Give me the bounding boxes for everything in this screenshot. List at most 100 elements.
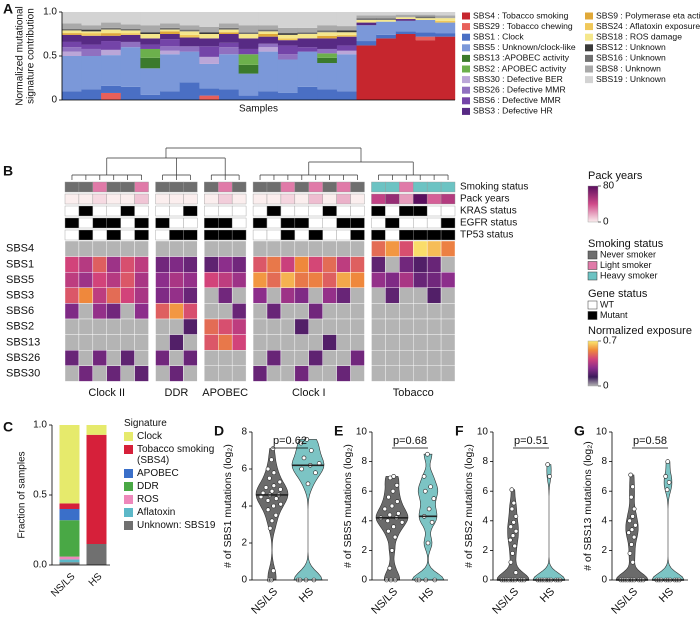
annotation-cell [385,229,400,241]
legend-swatch [462,86,470,94]
annotation-cell [183,181,198,193]
annotation-cell [120,217,135,229]
heatmap-cell [385,272,400,289]
data-point [271,503,276,509]
bar-segment [179,51,200,83]
annotation-cell [231,229,247,241]
annotation-cell [92,229,107,241]
heatmap-cell [134,256,149,273]
heatmap-cell [183,303,198,320]
bar-segment [317,25,338,31]
y-tick-label: 4 [601,515,607,526]
data-point [631,534,637,540]
bar-segment [376,15,397,19]
annotation-cell [413,193,428,205]
heatmap-cell [322,240,337,257]
heatmap-cell [280,272,296,289]
bar-segment [219,29,240,33]
x-tick-label: NS/LS [49,571,77,599]
heatmap-cell [204,287,219,304]
annotation-cell [280,217,296,229]
heatmap-cell [92,287,107,304]
legend-label: Unknown: SBS19 [137,520,216,531]
annotation-cell [252,193,268,205]
annotation-cell [350,193,365,205]
heatmap-cell [308,256,323,273]
bar-segment [297,47,318,52]
bar-segment [219,27,240,30]
heatmap-cell [106,256,121,273]
bar-segment [120,28,141,31]
bar-segment [317,30,338,33]
x-tick-label: NS/LS [249,586,280,617]
y-tick-label: 10 [356,427,368,438]
data-point [665,459,671,464]
annotation-cell [413,229,428,241]
heatmap-cell [183,256,198,273]
row-label: SBS6 [6,305,34,317]
violin [651,461,685,581]
bar-segment [160,27,181,30]
heatmap-cell [336,256,351,273]
heatmap-cell [322,272,337,289]
data-point [265,466,271,472]
annotation-cell [218,205,233,217]
data-point [387,565,393,571]
heatmap-cell [350,303,365,320]
annotation-label: KRAS status [460,206,517,217]
y-tick-label: 4 [241,501,247,512]
heatmap-cell [218,350,233,367]
group-label: DDR [165,387,189,399]
bar-segment [101,55,122,86]
heatmap-cell [322,365,337,382]
data-point [386,494,391,500]
annotation-cell [106,217,121,229]
legend-swatch [124,482,133,491]
data-point [431,496,437,501]
bar-segment [81,12,102,26]
bar-segment [120,34,141,42]
legend-title: Pack years [588,170,643,182]
annotation-cell [280,205,296,217]
legend-swatch [585,33,593,41]
heatmap-cell [426,240,442,257]
x-tick-label: HS [87,571,105,589]
heatmap-cell [64,256,80,273]
bar-segment [101,92,122,100]
bar-segment [199,63,220,89]
heatmap-cell [64,287,80,304]
legend-label: SBS4 : Tobacco smoking [473,10,569,20]
y-tick-label: 6 [601,486,607,497]
bar-segment [140,25,161,33]
y-axis-label: # of SBS13 mutations (log₂) [582,441,594,571]
bar-segment [238,54,259,65]
legend-swatch [462,76,470,84]
legend-label: SBS26 : Defective MMR [473,84,566,94]
legend-item: DDR [124,481,216,492]
legend-swatch [462,12,470,20]
heatmap-cell [134,272,149,289]
annotation-cell [92,205,107,217]
bar-segment [317,57,338,64]
heatmap-cell [426,303,442,320]
annotation-cell [218,229,233,241]
legend-label: SBS12 : Unknown [596,42,666,52]
bar-segment [415,18,436,20]
heatmap-cell [120,318,135,335]
bar-segment [376,21,397,35]
annotation-cell [134,205,149,217]
heatmap-cell [440,303,456,320]
legend-label: SBS13 :APOBEC activity [473,53,570,63]
annotation-cell [106,181,121,193]
bar-segment [435,15,456,19]
bar-segment [317,63,338,90]
colorbar-label: 80 [603,181,615,192]
colorbar [587,340,599,387]
bar-segment [101,12,122,23]
bar-segment [160,29,181,32]
bar-segment [101,85,122,93]
bar-segment [86,425,107,435]
legend-label: SBS9 : Polymerase eta activity [596,10,700,20]
heatmap-cell [92,256,107,273]
heatmap-cell [64,303,80,320]
